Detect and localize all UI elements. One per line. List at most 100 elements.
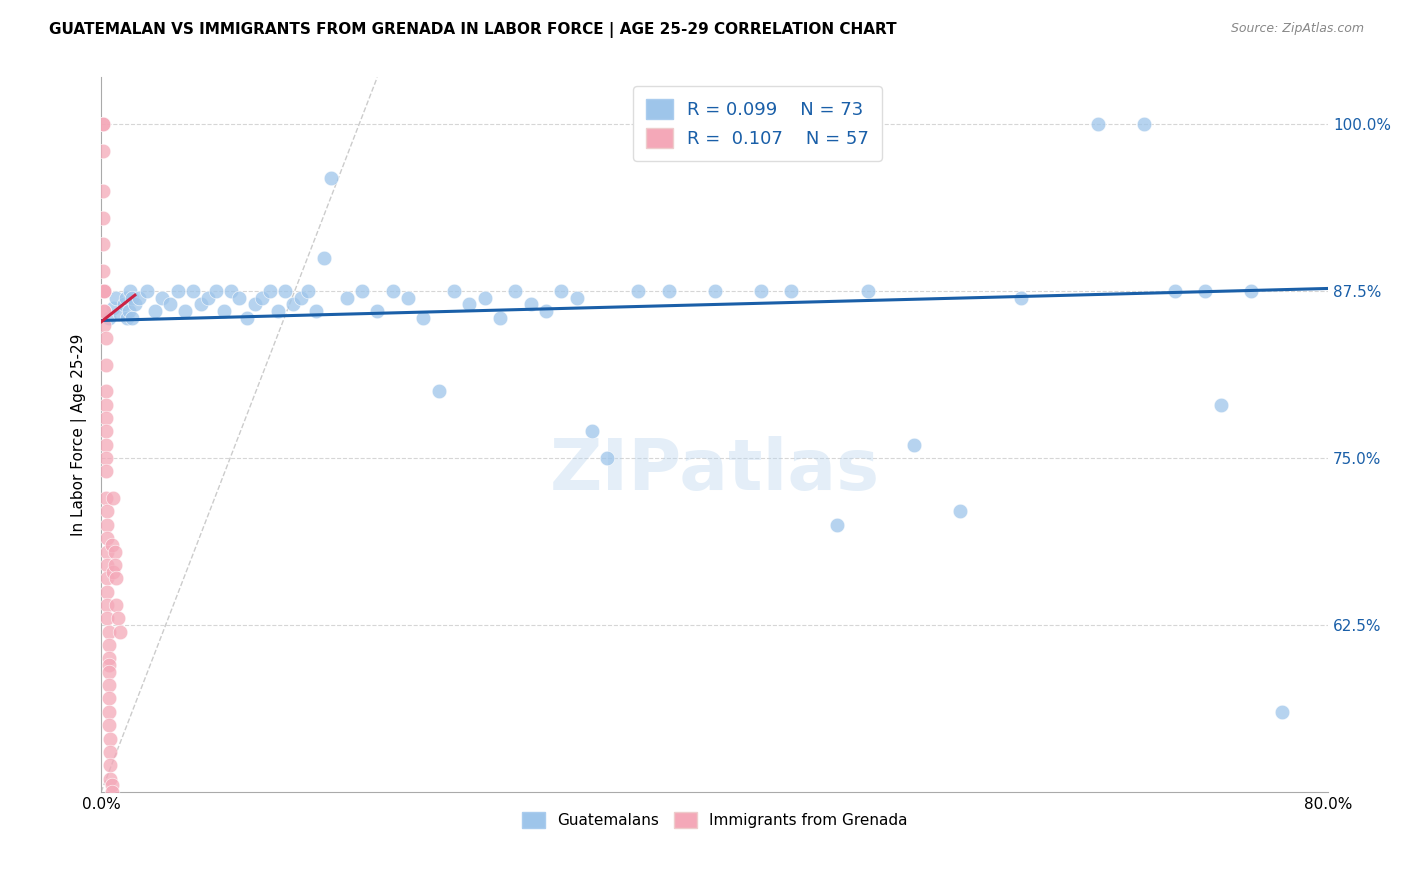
Point bbox=[115, 310, 138, 325]
Point bbox=[827, 517, 849, 532]
Point bbox=[1240, 284, 1263, 298]
Point bbox=[1194, 284, 1216, 298]
Point bbox=[91, 184, 114, 198]
Point bbox=[97, 691, 120, 706]
Point bbox=[350, 284, 373, 298]
Point bbox=[101, 538, 124, 552]
Point bbox=[228, 291, 250, 305]
Point bbox=[94, 384, 117, 399]
Point bbox=[93, 318, 115, 332]
Point bbox=[749, 284, 772, 298]
Point bbox=[112, 297, 135, 311]
Point bbox=[581, 425, 603, 439]
Point bbox=[93, 304, 115, 318]
Point bbox=[1164, 284, 1187, 298]
Point bbox=[565, 291, 588, 305]
Point bbox=[96, 571, 118, 585]
Point bbox=[166, 284, 188, 298]
Point bbox=[366, 304, 388, 318]
Point bbox=[96, 611, 118, 625]
Point bbox=[335, 291, 357, 305]
Point bbox=[205, 284, 228, 298]
Point bbox=[105, 571, 128, 585]
Point bbox=[274, 284, 297, 298]
Point bbox=[190, 297, 212, 311]
Point bbox=[97, 310, 120, 325]
Point bbox=[91, 117, 114, 131]
Point bbox=[94, 451, 117, 466]
Point bbox=[98, 758, 121, 772]
Point bbox=[91, 117, 114, 131]
Text: GUATEMALAN VS IMMIGRANTS FROM GRENADA IN LABOR FORCE | AGE 25-29 CORRELATION CHA: GUATEMALAN VS IMMIGRANTS FROM GRENADA IN… bbox=[49, 22, 897, 38]
Point bbox=[381, 284, 404, 298]
Point bbox=[94, 425, 117, 439]
Point bbox=[312, 251, 335, 265]
Point bbox=[96, 517, 118, 532]
Point bbox=[489, 310, 512, 325]
Point bbox=[503, 284, 526, 298]
Point bbox=[94, 398, 117, 412]
Point bbox=[103, 301, 125, 316]
Point bbox=[104, 558, 127, 572]
Point bbox=[97, 651, 120, 665]
Point bbox=[243, 297, 266, 311]
Point bbox=[1087, 117, 1109, 131]
Text: ZIPatlas: ZIPatlas bbox=[550, 436, 880, 505]
Point bbox=[443, 284, 465, 298]
Legend: Guatemalans, Immigrants from Grenada: Guatemalans, Immigrants from Grenada bbox=[516, 805, 914, 834]
Point bbox=[596, 451, 619, 466]
Point bbox=[93, 304, 115, 318]
Point bbox=[121, 310, 143, 325]
Point bbox=[212, 304, 235, 318]
Point bbox=[266, 304, 288, 318]
Point bbox=[181, 284, 204, 298]
Point bbox=[143, 304, 166, 318]
Point bbox=[297, 284, 319, 298]
Point bbox=[97, 638, 120, 652]
Point bbox=[658, 284, 681, 298]
Point bbox=[259, 284, 281, 298]
Point bbox=[108, 307, 131, 321]
Point bbox=[93, 284, 115, 298]
Point bbox=[91, 237, 114, 252]
Point bbox=[94, 491, 117, 505]
Point bbox=[104, 544, 127, 558]
Point bbox=[458, 297, 481, 311]
Point bbox=[98, 731, 121, 746]
Point bbox=[97, 658, 120, 673]
Point bbox=[96, 584, 118, 599]
Point bbox=[97, 718, 120, 732]
Point bbox=[103, 565, 125, 579]
Point bbox=[1133, 117, 1156, 131]
Point bbox=[120, 284, 142, 298]
Point bbox=[305, 304, 328, 318]
Point bbox=[93, 284, 115, 298]
Point bbox=[550, 284, 572, 298]
Point bbox=[321, 170, 343, 185]
Point bbox=[93, 284, 115, 298]
Point bbox=[197, 291, 219, 305]
Point bbox=[91, 211, 114, 225]
Point bbox=[96, 558, 118, 572]
Point bbox=[97, 665, 120, 679]
Point bbox=[856, 284, 879, 298]
Point bbox=[136, 284, 159, 298]
Point bbox=[780, 284, 803, 298]
Point bbox=[1010, 291, 1032, 305]
Point bbox=[98, 745, 121, 759]
Point bbox=[94, 358, 117, 372]
Point bbox=[101, 778, 124, 792]
Point bbox=[703, 284, 725, 298]
Point bbox=[627, 284, 650, 298]
Point bbox=[519, 297, 541, 311]
Point bbox=[105, 598, 128, 612]
Point bbox=[396, 291, 419, 305]
Point bbox=[412, 310, 434, 325]
Point bbox=[97, 678, 120, 692]
Point bbox=[96, 598, 118, 612]
Point bbox=[107, 611, 129, 625]
Point bbox=[103, 491, 125, 505]
Point bbox=[174, 304, 197, 318]
Point bbox=[94, 331, 117, 345]
Point bbox=[108, 624, 131, 639]
